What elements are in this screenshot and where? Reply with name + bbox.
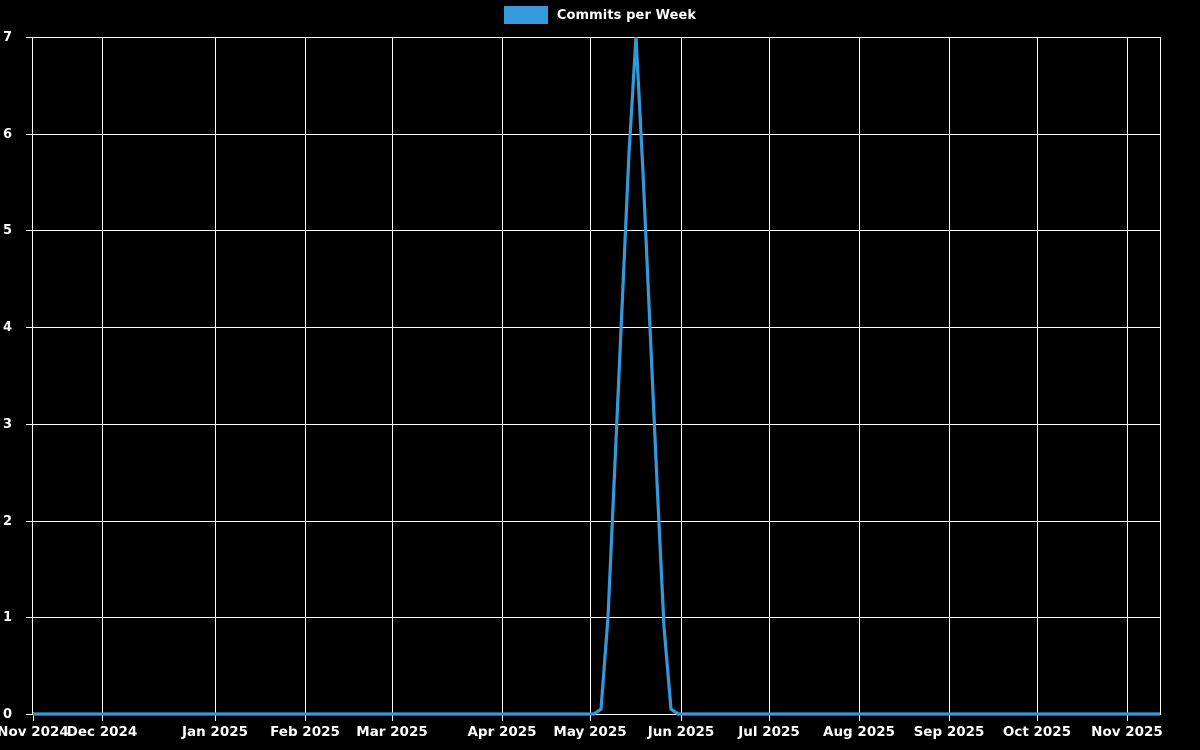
chart-legend: Commits per Week <box>0 0 1200 30</box>
gridline-y-2 <box>33 521 1160 522</box>
gridline-y-6 <box>33 134 1160 135</box>
y-tick-0 <box>26 714 32 715</box>
gridline-x-nov-2025 <box>1127 37 1128 714</box>
gridline-y-5 <box>33 230 1160 231</box>
legend-label-commits-per-week: Commits per Week <box>556 7 697 23</box>
x-tick-label-oct-2025: Oct 2025 <box>1002 724 1072 740</box>
x-tick-may-2025 <box>590 715 591 721</box>
x-axis-line <box>32 714 1161 715</box>
y-tick-label-1: 1 <box>2 610 12 626</box>
y-tick-label-3: 3 <box>2 416 12 432</box>
x-tick-dec-2024 <box>102 715 103 721</box>
x-tick-label-jul-2025: Jul 2025 <box>738 724 800 740</box>
gridline-x-jul-2025 <box>769 37 770 714</box>
x-tick-label-mar-2025: Mar 2025 <box>356 724 428 740</box>
y-tick-7 <box>26 37 32 38</box>
y-tick-1 <box>26 617 32 618</box>
y-tick-2 <box>26 521 32 522</box>
x-tick-label-apr-2025: Apr 2025 <box>467 724 537 740</box>
series-commits-per-week <box>33 36 1160 716</box>
y-axis-line <box>32 37 33 715</box>
x-tick-nov-2024 <box>33 715 34 721</box>
legend-swatch-commits-per-week <box>503 6 548 24</box>
y-tick-label-5: 5 <box>2 223 12 239</box>
x-tick-label-jan-2025: Jan 2025 <box>181 724 249 740</box>
x-tick-label-sep-2025: Sep 2025 <box>913 724 985 740</box>
x-tick-label-may-2025: May 2025 <box>553 724 627 740</box>
gridline-x-jan-2025 <box>215 37 216 714</box>
x-tick-label-feb-2025: Feb 2025 <box>270 724 340 740</box>
gridline-x-aug-2025 <box>859 37 860 714</box>
plot-right-edge <box>1160 37 1161 715</box>
x-tick-label-dec-2024: Dec 2024 <box>66 724 138 740</box>
x-tick-aug-2025 <box>859 715 860 721</box>
gridline-x-feb-2025 <box>305 37 306 714</box>
x-tick-apr-2025 <box>502 715 503 721</box>
x-tick-label-aug-2025: Aug 2025 <box>823 724 895 740</box>
x-tick-feb-2025 <box>305 715 306 721</box>
gridline-x-mar-2025 <box>392 37 393 714</box>
x-tick-jan-2025 <box>215 715 216 721</box>
series-line-commits-per-week <box>33 36 1160 716</box>
x-tick-oct-2025 <box>1037 715 1038 721</box>
gridline-y-3 <box>33 424 1160 425</box>
x-tick-sep-2025 <box>949 715 950 721</box>
gridline-x-oct-2025 <box>1037 37 1038 714</box>
plot-area <box>26 36 1161 721</box>
gridline-y-1 <box>33 617 1160 618</box>
gridline-x-sep-2025 <box>949 37 950 714</box>
plot-top-edge <box>32 37 1161 38</box>
y-tick-5 <box>26 230 32 231</box>
gridline-x-dec-2024 <box>102 37 103 714</box>
y-tick-label-0: 0 <box>2 707 12 722</box>
y-tick-3 <box>26 424 32 425</box>
gridline-y-4 <box>33 327 1160 328</box>
x-tick-jun-2025 <box>681 715 682 721</box>
x-tick-label-nov-2024: Nov 2024 <box>0 724 69 740</box>
x-tick-label-nov-2025: Nov 2025 <box>1091 724 1163 740</box>
gridline-x-may-2025 <box>590 37 591 714</box>
x-tick-nov-2025 <box>1127 715 1128 721</box>
gridline-x-apr-2025 <box>502 37 503 714</box>
x-tick-jul-2025 <box>769 715 770 721</box>
y-tick-4 <box>26 327 32 328</box>
y-tick-label-2: 2 <box>2 513 12 529</box>
y-tick-label-7: 7 <box>2 30 12 45</box>
gridline-x-jun-2025 <box>681 37 682 714</box>
x-tick-mar-2025 <box>392 715 393 721</box>
y-tick-label-6: 6 <box>2 126 12 142</box>
x-tick-label-jun-2025: Jun 2025 <box>647 724 715 740</box>
y-tick-6 <box>26 134 32 135</box>
y-tick-label-4: 4 <box>2 320 12 336</box>
